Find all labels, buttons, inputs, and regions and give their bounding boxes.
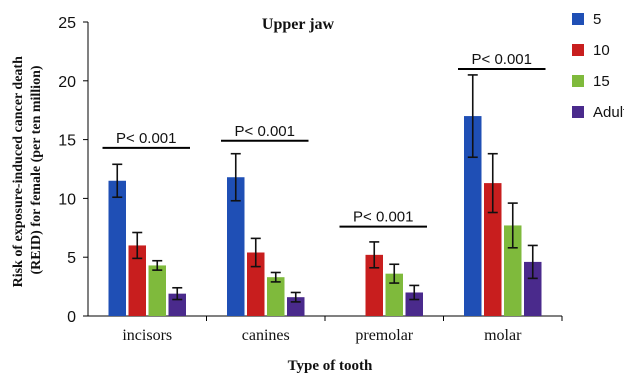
- y-axis-label: Risk of exposure-induced cancer death (R…: [11, 53, 44, 288]
- significance-label: P< 0.001: [235, 123, 295, 140]
- significance-annotations: P< 0.001 P< 0.001 P< 0.001 P< 0.001: [102, 51, 546, 228]
- bar: [464, 116, 482, 316]
- bar: [524, 261, 542, 316]
- legend: 5 10 15 Adult: [572, 11, 624, 121]
- y-tick-label: 5: [67, 250, 76, 267]
- bar: [148, 265, 166, 316]
- bars: [108, 116, 542, 316]
- bar: [405, 292, 423, 316]
- error-bars: [112, 74, 538, 303]
- bar: [128, 245, 146, 316]
- legend-label: 10: [593, 42, 610, 59]
- y-tick-label: 10: [58, 191, 76, 208]
- y-axis-label-line-2: (REID) for female (per ten million): [29, 65, 44, 274]
- bar: [227, 177, 245, 316]
- x-tick-label: incisors: [122, 327, 172, 344]
- bar: [385, 273, 403, 316]
- significance-label: P< 0.001: [472, 51, 532, 68]
- y-axis: 0 5 10 15 20 25: [58, 15, 89, 326]
- bar: [267, 277, 285, 316]
- x-tick-label: premolar: [355, 327, 413, 344]
- legend-swatch: [572, 44, 584, 56]
- x-tick-label: canines: [242, 327, 290, 344]
- legend-label: Adult: [593, 104, 624, 121]
- bar: [365, 254, 383, 316]
- x-axis-label: Type of tooth: [288, 358, 373, 374]
- legend-swatch: [572, 13, 584, 25]
- chart-title: Upper jaw: [262, 16, 335, 33]
- legend-label: 15: [593, 73, 610, 90]
- y-tick-label: 20: [58, 74, 76, 91]
- y-tick-label: 25: [58, 15, 76, 32]
- y-tick-label: 0: [67, 309, 76, 326]
- x-axis: incisors canines premolar molar: [88, 315, 563, 344]
- significance-label: P< 0.001: [116, 130, 176, 147]
- y-axis-label-line-1: Risk of exposure-induced cancer death: [11, 56, 26, 287]
- bar: [108, 180, 126, 316]
- legend-label: 5: [593, 11, 601, 28]
- y-tick-label: 15: [58, 133, 76, 150]
- legend-swatch: [572, 106, 584, 118]
- bar: [247, 252, 265, 316]
- legend-swatch: [572, 75, 584, 87]
- significance-label: P< 0.001: [353, 209, 413, 226]
- bar: [484, 183, 502, 316]
- x-tick-label: molar: [484, 327, 522, 344]
